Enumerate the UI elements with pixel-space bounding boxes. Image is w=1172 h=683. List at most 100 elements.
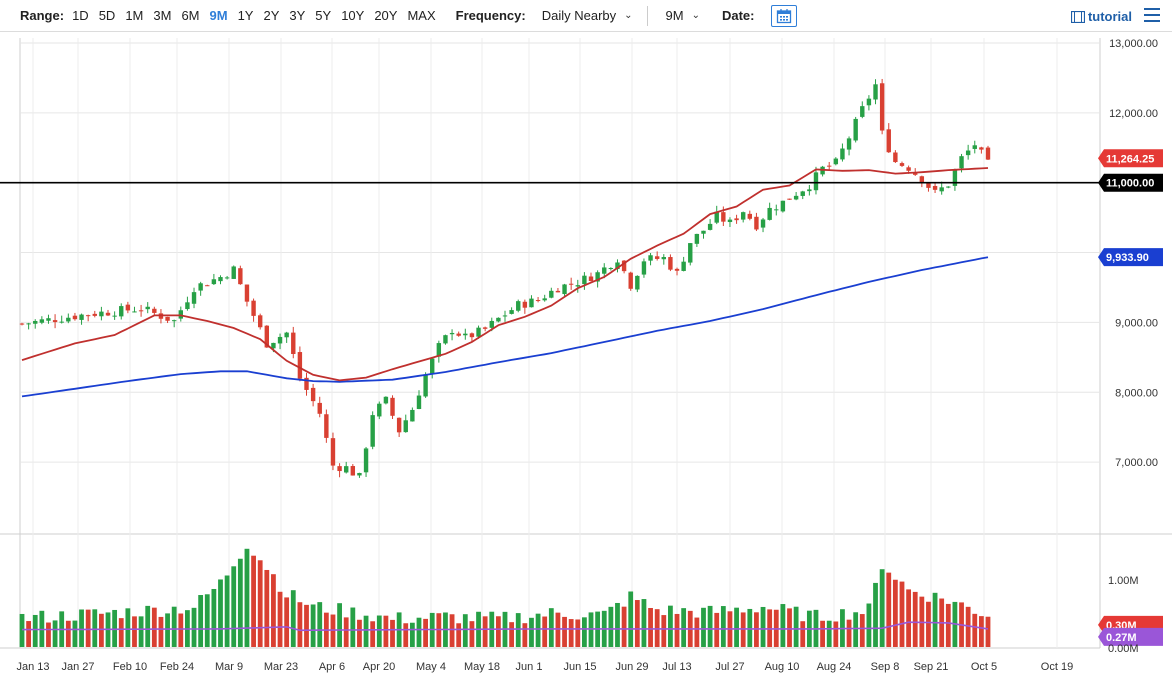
candle bbox=[145, 302, 150, 314]
range-1y-button[interactable]: 1Y bbox=[237, 8, 254, 23]
candle-body bbox=[754, 216, 759, 230]
candle-body bbox=[972, 145, 977, 149]
candle-body bbox=[105, 312, 111, 316]
candle bbox=[615, 259, 620, 273]
candle bbox=[727, 217, 733, 227]
candle bbox=[820, 165, 825, 177]
candle-body bbox=[800, 191, 805, 196]
x-tick-label: Jan 13 bbox=[16, 661, 49, 673]
candle-body bbox=[979, 147, 984, 150]
candle-body bbox=[879, 83, 885, 131]
range-5d-button[interactable]: 5D bbox=[98, 8, 116, 23]
period-dropdown[interactable]: 9M ⌄ bbox=[666, 8, 700, 23]
candle bbox=[46, 314, 51, 324]
volume-bar bbox=[787, 608, 792, 647]
volume-bar bbox=[820, 620, 825, 647]
candle bbox=[661, 254, 666, 265]
frequency-dropdown[interactable]: Daily Nearby ⌄ bbox=[542, 8, 633, 23]
candle-body bbox=[701, 230, 706, 234]
range-3m-button[interactable]: 3M bbox=[153, 8, 172, 23]
range-20y-button[interactable]: 20Y bbox=[374, 8, 398, 23]
candle bbox=[562, 283, 567, 296]
volume-bar bbox=[575, 619, 581, 647]
x-tick-label: Mar 9 bbox=[215, 661, 243, 673]
candle bbox=[754, 212, 759, 232]
candle bbox=[423, 372, 428, 398]
candle bbox=[582, 272, 587, 290]
candle bbox=[840, 143, 845, 162]
candle-body bbox=[59, 321, 64, 323]
volume-bar bbox=[462, 614, 468, 647]
candle bbox=[588, 272, 594, 282]
range-3y-button[interactable]: 3Y bbox=[289, 8, 306, 23]
volume-bar bbox=[151, 607, 157, 647]
volume-bar bbox=[370, 621, 376, 647]
range-10y-button[interactable]: 10Y bbox=[341, 8, 365, 23]
candle-body bbox=[284, 332, 289, 338]
candle-body bbox=[138, 310, 144, 312]
candle-body bbox=[562, 284, 567, 295]
candle bbox=[714, 205, 719, 225]
volume-bar bbox=[32, 614, 38, 647]
range-max-button[interactable]: MAX bbox=[407, 8, 436, 23]
candle bbox=[866, 95, 872, 111]
candle bbox=[793, 192, 799, 201]
candle bbox=[198, 281, 203, 296]
volume-bar bbox=[85, 609, 91, 647]
candle bbox=[879, 78, 885, 135]
hamburger-menu-icon[interactable] bbox=[1144, 8, 1160, 22]
candle bbox=[767, 202, 772, 221]
candle-body bbox=[304, 377, 309, 390]
candle bbox=[112, 311, 117, 320]
candle bbox=[482, 326, 488, 332]
range-6m-button[interactable]: 6M bbox=[181, 8, 200, 23]
range-1m-button[interactable]: 1M bbox=[125, 8, 144, 23]
candle-body bbox=[383, 396, 389, 404]
volume-average-tag: 0.27M bbox=[1098, 627, 1163, 646]
candle-body bbox=[509, 310, 514, 314]
range-9m-button[interactable]: 9M bbox=[209, 8, 228, 23]
candle-body bbox=[271, 342, 276, 349]
tutorial-link[interactable]: tutorial bbox=[1070, 9, 1132, 24]
candle bbox=[952, 168, 958, 191]
date-picker-button[interactable] bbox=[770, 4, 797, 27]
candle bbox=[946, 186, 951, 189]
candle-body bbox=[330, 438, 336, 466]
candle-body bbox=[297, 352, 303, 379]
range-5y-button[interactable]: 5Y bbox=[315, 8, 332, 23]
candle bbox=[787, 198, 792, 200]
volume-bar bbox=[714, 612, 720, 647]
candle bbox=[132, 306, 137, 313]
candle bbox=[344, 461, 349, 474]
candle bbox=[171, 319, 177, 328]
candle bbox=[257, 313, 263, 330]
candle-body bbox=[344, 466, 349, 473]
reference-price-tag-bg bbox=[1098, 173, 1163, 192]
volume-bar bbox=[846, 619, 852, 647]
candle-body bbox=[542, 298, 547, 301]
candle-body bbox=[860, 106, 865, 117]
candle-body bbox=[886, 129, 891, 153]
candle bbox=[152, 306, 157, 316]
candle-body bbox=[952, 169, 958, 186]
candle bbox=[119, 303, 124, 320]
candle-body bbox=[66, 317, 71, 322]
range-1d-button[interactable]: 1D bbox=[72, 8, 89, 23]
volume-bar bbox=[218, 579, 223, 647]
candle bbox=[688, 243, 693, 266]
date-label: Date: bbox=[721, 8, 755, 23]
candle bbox=[628, 271, 633, 291]
range-2y-button[interactable]: 2Y bbox=[263, 8, 280, 23]
candle-body bbox=[833, 158, 839, 165]
x-tick-label: Jan 27 bbox=[61, 661, 94, 673]
ma200-price-tag: 9,933.90 bbox=[1098, 248, 1163, 267]
x-tick-label: Apr 20 bbox=[363, 661, 395, 673]
volume-bar bbox=[264, 569, 270, 647]
candle-body bbox=[582, 275, 587, 285]
candle-body bbox=[436, 343, 442, 357]
volume-bar bbox=[191, 607, 197, 647]
candle-body bbox=[760, 219, 766, 228]
candle bbox=[403, 414, 408, 433]
candle bbox=[85, 314, 91, 322]
